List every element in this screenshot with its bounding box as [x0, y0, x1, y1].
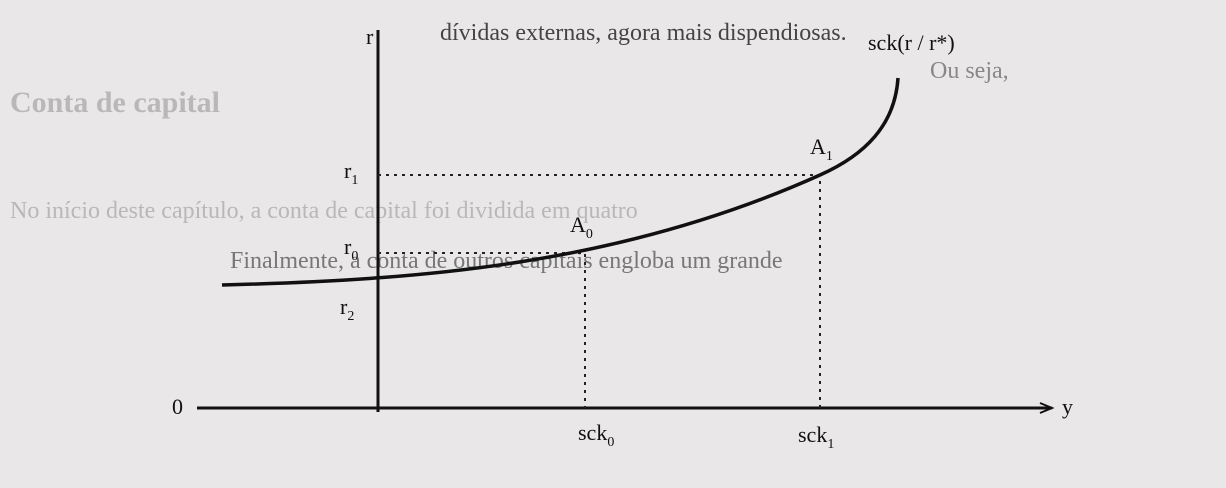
- y-label: r0: [344, 234, 358, 264]
- ghost-text: dívidas externas, agora mais dispendiosa…: [440, 20, 847, 46]
- y-label: r1: [344, 158, 358, 188]
- origin-label: 0: [172, 394, 183, 419]
- ghost-text: No início deste capítulo, a conta de cap…: [10, 198, 638, 224]
- x-arrow: [1039, 402, 1055, 414]
- ghost-text: Ou seja,: [930, 58, 1009, 84]
- axis-label: r: [366, 24, 374, 49]
- curve: [221, 77, 900, 287]
- ghost-text: Finalmente, a conta de outros capitais e…: [230, 248, 783, 274]
- curve-label: sck(r / r*): [868, 30, 955, 55]
- axis-label: y: [1062, 394, 1073, 419]
- point-label: A1: [810, 134, 833, 164]
- point-label: A0: [570, 212, 593, 242]
- x-label: sck1: [798, 422, 834, 452]
- x-label: sck0: [578, 420, 614, 450]
- ghost-text: Conta de capital: [10, 86, 220, 119]
- y-label: r2: [340, 294, 354, 324]
